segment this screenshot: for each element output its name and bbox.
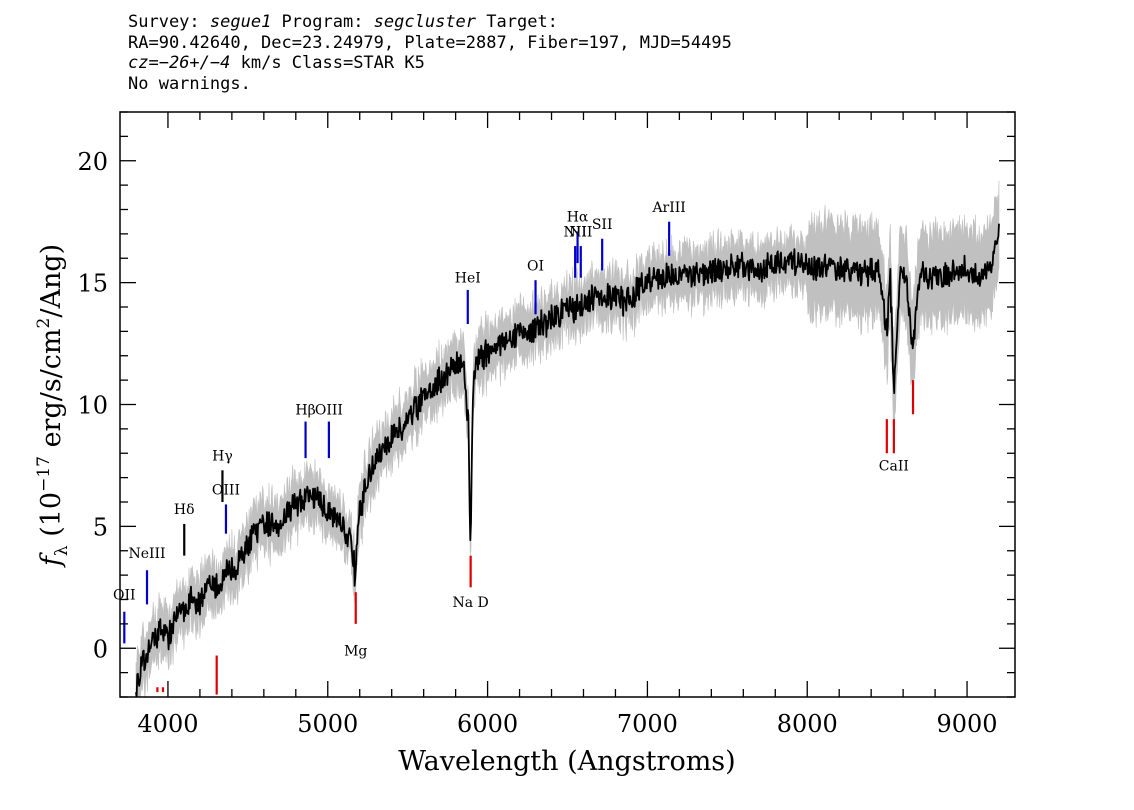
program-label: Program: xyxy=(271,12,374,32)
line-label-11: NII xyxy=(569,224,592,240)
class-text: km/s Class=STAR K5 xyxy=(230,53,425,73)
y-tick-label: 20 xyxy=(77,148,108,176)
y-axis-title: fλ (10−17 erg/s/cm2/Ang) xyxy=(34,244,72,568)
survey-value: segue1 xyxy=(209,12,272,32)
y-tick-label: 5 xyxy=(93,513,108,541)
plot-frame xyxy=(119,111,1016,698)
y-axis-exp2: 2 xyxy=(34,318,54,329)
x-tick-label: 8000 xyxy=(777,710,838,738)
error-band-layer xyxy=(135,180,1000,697)
y-axis-close: /Ang) xyxy=(36,244,67,318)
line-label-7: HeI xyxy=(455,271,481,287)
x-tick-label: 7000 xyxy=(617,710,678,738)
line-label-16: CaII xyxy=(879,458,909,474)
line-label-0: OII xyxy=(113,588,136,604)
y-tick-label: 0 xyxy=(93,635,108,663)
axis-ticks xyxy=(120,111,1015,698)
flux-line xyxy=(135,223,1000,697)
line-label-5: Hβ xyxy=(295,402,315,418)
x-tick-label: 9000 xyxy=(937,710,998,738)
line-label-6: OIII xyxy=(315,402,343,418)
header-line-2: RA=90.42640, Dec=23.24979, Plate=2887, F… xyxy=(128,32,732,53)
spectrum-header: Survey: segue1 Program: segcluster Targe… xyxy=(128,12,732,94)
header-line-1: Survey: segue1 Program: segcluster Targe… xyxy=(128,12,732,33)
flux-line-layer xyxy=(135,223,1000,697)
y-axis-f: f xyxy=(36,552,67,568)
line-label-4: OIII xyxy=(212,483,240,499)
axis-tick-labels: 4000 5000 6000 7000 8000 9000 0 5 10 15 20 xyxy=(77,148,997,738)
line-label-2: Hδ xyxy=(174,502,195,518)
line-label-1: NeIII xyxy=(128,546,165,562)
target-label: Target: xyxy=(476,12,558,32)
line-label-10: Hα xyxy=(567,210,589,226)
line-label-13: ArIII xyxy=(651,200,685,216)
line-label-14: Mg xyxy=(344,644,367,660)
x-tick-label: 6000 xyxy=(457,710,518,738)
cz-label: cz= xyxy=(128,53,159,73)
header-line-4: No warnings. xyxy=(128,73,251,94)
line-label-8: OI xyxy=(527,258,544,274)
line-label-12: SII xyxy=(592,217,613,233)
cz-value: −26+/−4 xyxy=(158,53,231,73)
line-label-3: Hγ xyxy=(212,449,233,465)
header-line-3: cz=−26+/−4 km/s Class=STAR K5 xyxy=(128,53,732,74)
y-axis-sub: λ xyxy=(52,545,72,556)
program-value: segcluster xyxy=(373,12,477,32)
line-label-9: NII xyxy=(564,224,587,240)
x-tick-label: 5000 xyxy=(297,710,358,738)
y-axis-mid: erg/s/cm xyxy=(36,328,67,456)
x-axis-title: Wavelength (Angstroms) xyxy=(398,746,735,777)
error-band xyxy=(135,180,1000,697)
y-tick-label: 15 xyxy=(77,270,108,298)
survey-label: Survey: xyxy=(128,12,210,32)
y-tick-label: 10 xyxy=(77,392,108,420)
x-tick-label: 4000 xyxy=(137,710,198,738)
y-axis-exp: −17 xyxy=(34,456,54,492)
line-label-15: Na D xyxy=(453,595,489,611)
y-axis-open: (10 xyxy=(36,492,67,545)
